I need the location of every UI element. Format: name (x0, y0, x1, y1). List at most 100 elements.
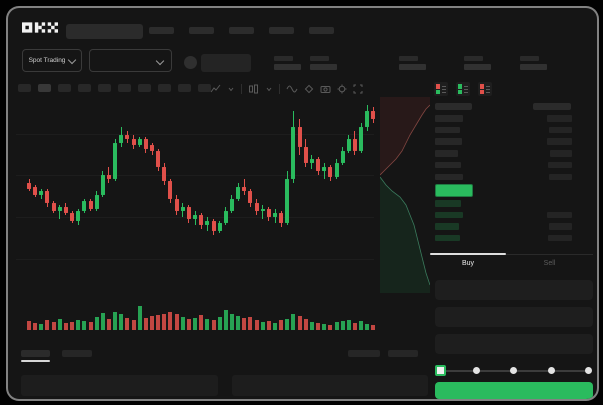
candle (168, 181, 173, 199)
toolbar-button-placeholder[interactable] (18, 84, 31, 92)
gridline (16, 259, 374, 260)
volume-bar (371, 325, 376, 330)
toggle-swatch (436, 84, 440, 89)
stat-value-placeholder (399, 64, 426, 70)
eraser-icon[interactable] (304, 84, 314, 94)
volume-bar (39, 324, 44, 330)
bid-price-placeholder (435, 223, 459, 230)
chevron-down-icon[interactable] (227, 85, 235, 93)
candle (125, 135, 130, 139)
volume-bar (33, 323, 38, 330)
volume-bar (205, 319, 210, 330)
gear-icon[interactable] (337, 84, 347, 94)
nav-item-placeholder[interactable] (189, 27, 214, 34)
camera-icon[interactable] (320, 84, 331, 94)
toolbar-button-placeholder[interactable] (58, 84, 71, 92)
toolbar-button-placeholder[interactable] (98, 84, 111, 92)
chart-toolbar-buttons (18, 84, 211, 92)
nav-item-placeholder[interactable] (229, 27, 254, 34)
ticker-stat (274, 56, 301, 70)
candle (371, 111, 376, 119)
nav-item-placeholder[interactable] (269, 27, 294, 34)
toolbar-button-placeholder[interactable] (118, 84, 131, 92)
candle (113, 143, 118, 179)
bottom-tab-inactive[interactable] (62, 350, 92, 357)
volume-bar (119, 314, 124, 330)
market-type-dropdown[interactable]: Spot Trading (22, 49, 82, 72)
candle (180, 207, 185, 211)
stat-label-placeholder (399, 56, 418, 61)
toggle-swatch (442, 85, 446, 87)
order-form-field[interactable] (435, 307, 593, 327)
volume-bar (125, 318, 130, 330)
orderbook-view-toggles (434, 82, 492, 96)
candle (100, 175, 105, 195)
bottom-tab-active[interactable] (21, 350, 50, 357)
volume-bar (57, 319, 62, 330)
toolbar-button-placeholder[interactable] (138, 84, 151, 92)
slider-stop[interactable] (585, 367, 592, 374)
slider-stop[interactable] (547, 367, 555, 374)
bid-price-placeholder (435, 211, 463, 219)
toolbar-button-placeholder[interactable] (38, 84, 51, 92)
slider-stop[interactable] (472, 367, 480, 374)
book-asks-icon[interactable] (478, 82, 492, 96)
toolbar-button-placeholder[interactable] (178, 84, 191, 92)
candle (88, 201, 93, 209)
nav-item-placeholder[interactable] (309, 27, 334, 34)
search-input[interactable] (66, 24, 143, 39)
candle (309, 159, 314, 163)
candle (106, 175, 111, 179)
tab-sell[interactable]: Sell (543, 260, 556, 267)
candle (131, 139, 136, 145)
indicator-icon[interactable] (210, 84, 221, 94)
volume-bar (309, 322, 314, 330)
candle (316, 159, 321, 171)
candlestick-chart[interactable] (16, 94, 376, 296)
toolbar-button-placeholder[interactable] (158, 84, 171, 92)
book-bids-icon[interactable] (456, 82, 470, 96)
chevron-down-icon[interactable] (265, 85, 273, 93)
candle-wick (323, 163, 325, 179)
coin-icon (184, 56, 197, 69)
order-form-field[interactable] (435, 334, 593, 354)
buy-submit-button[interactable] (435, 382, 593, 399)
order-form-field[interactable] (435, 280, 593, 300)
interval-icon[interactable] (248, 84, 259, 94)
slider-stop[interactable] (510, 367, 517, 374)
okx-logo[interactable] (22, 20, 58, 38)
bid-amount-placeholder (549, 223, 572, 230)
candle (143, 139, 148, 149)
ask-price-placeholder (435, 138, 462, 145)
candle (193, 215, 198, 219)
candle (279, 213, 284, 223)
volume-bar (82, 321, 87, 330)
candle (76, 211, 81, 221)
toolbar-button-placeholder[interactable] (78, 84, 91, 92)
slider-handle[interactable] (435, 365, 446, 376)
candle-wick (262, 205, 264, 219)
orderbook-last-price[interactable] (435, 184, 473, 197)
wave-icon[interactable] (286, 84, 298, 94)
volume-bar (316, 323, 321, 330)
candle (33, 187, 38, 195)
volume-bar (254, 320, 259, 330)
book-both-icon[interactable] (434, 82, 448, 96)
tab-buy[interactable]: Buy (461, 260, 475, 267)
toolbar-button-placeholder[interactable] (198, 84, 211, 92)
pair-selector-dropdown[interactable] (89, 49, 172, 72)
fullscreen-icon[interactable] (353, 84, 363, 94)
stat-label-placeholder (274, 56, 293, 61)
volume-bar (131, 320, 136, 330)
stat-value-placeholder (274, 64, 301, 70)
nav-item-placeholder[interactable] (149, 27, 174, 34)
last-price-placeholder (201, 54, 251, 72)
candle (82, 201, 87, 211)
candle (70, 213, 75, 221)
volume-bar (352, 323, 357, 330)
volume-bar (266, 321, 271, 330)
volume-bar (193, 318, 198, 330)
candle (211, 221, 216, 231)
volume-bar (303, 319, 308, 330)
volume-bar (229, 314, 234, 330)
